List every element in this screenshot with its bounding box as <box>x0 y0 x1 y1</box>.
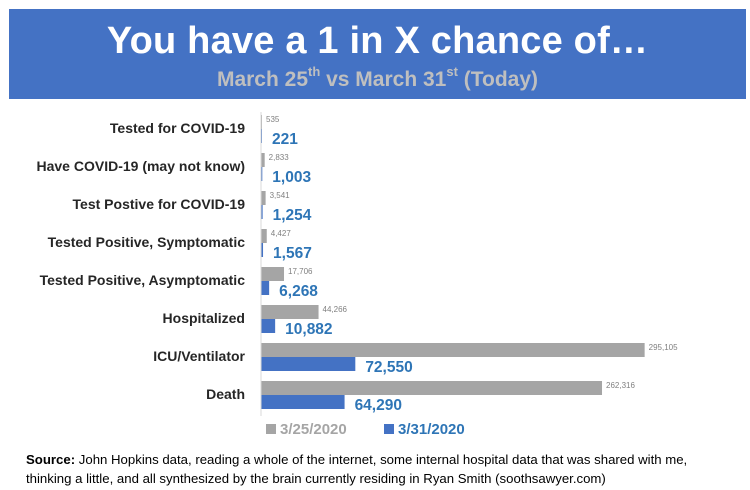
bar-3-31-test-postive-for-covid-19 <box>261 205 263 219</box>
category-label-test-postive-for-covid-19: Test Postive for COVID-19 <box>73 196 246 212</box>
category-label-tested-positive-asymptomatic: Tested Positive, Asymptomatic <box>40 272 246 288</box>
category-label-icu-ventilator: ICU/Ventilator <box>153 348 245 364</box>
data-label-3-25-tested-positive-symptomatic: 4,427 <box>271 229 292 238</box>
subtitle-date-a: March 25 <box>216 68 308 91</box>
bar-3-31-have-covid-19-may-not-know <box>261 167 263 181</box>
category-label-hospitalized: Hospitalized <box>163 310 245 326</box>
chart-title: You have a 1 in X chance of… <box>106 20 649 62</box>
title-banner: You have a 1 in X chance of… March 25th … <box>9 9 746 99</box>
bar-3-25-have-covid-19-may-not-know <box>261 153 265 167</box>
source-label: Source: <box>26 452 76 467</box>
data-label-3-25-icu-ventilator: 295,105 <box>649 343 678 352</box>
category-label-have-covid-19-may-not-know: Have COVID-19 (may not know) <box>37 158 246 174</box>
legend-label-3-31: 3/31/2020 <box>398 421 465 438</box>
data-label-3-31-icu-ventilator: 72,550 <box>365 359 412 376</box>
legend-swatch-3-25 <box>266 424 276 434</box>
legend-swatch-3-31 <box>384 424 394 434</box>
bar-3-25-icu-ventilator <box>261 343 645 357</box>
source-note: Source: John Hopkins data, reading a who… <box>26 450 736 488</box>
category-label-death: Death <box>206 386 245 402</box>
data-label-3-25-tested-for-covid-19: 535 <box>266 115 280 124</box>
source-text: John Hopkins data, reading a whole of th… <box>26 452 688 486</box>
subtitle-sup-b: st <box>446 64 458 79</box>
data-label-3-25-death: 262,316 <box>606 381 635 390</box>
category-label-tested-for-covid-19: Tested for COVID-19 <box>110 120 245 136</box>
bar-3-25-test-postive-for-covid-19 <box>261 191 266 205</box>
bar-3-25-tested-positive-asymptomatic <box>261 267 285 281</box>
data-label-3-31-death: 64,290 <box>355 397 402 414</box>
bar-3-31-hospitalized <box>261 319 276 333</box>
chart-subtitle: March 25th vs March 31st (Today) <box>9 64 746 93</box>
data-label-3-31-hospitalized: 10,882 <box>285 321 332 338</box>
legend-label-3-25: 3/25/2020 <box>280 421 347 438</box>
bar-3-25-tested-positive-symptomatic <box>261 229 267 243</box>
category-label-tested-positive-symptomatic: Tested Positive, Symptomatic <box>48 234 246 250</box>
bar-3-31-tested-positive-symptomatic <box>261 243 264 257</box>
subtitle-vs: vs March 31 <box>320 68 447 91</box>
bar-chart: Tested for COVID-19 535 221 Have COVID-19 (… <box>37 112 678 438</box>
subtitle-today: (Today) <box>457 68 539 91</box>
data-label-3-31-have-covid-19-may-not-know: 1,003 <box>272 169 311 186</box>
bar-3-25-hospitalized <box>261 305 319 319</box>
data-label-3-31-test-postive-for-covid-19: 1,254 <box>273 207 312 224</box>
data-label-3-25-have-covid-19-may-not-know: 2,833 <box>269 153 290 162</box>
data-label-3-31-tested-positive-asymptomatic: 6,268 <box>279 283 318 300</box>
data-label-3-25-hospitalized: 44,266 <box>323 305 348 314</box>
data-label-3-31-tested-for-covid-19: 221 <box>272 131 298 148</box>
bar-3-31-death <box>261 395 345 409</box>
bar-3-31-tested-positive-asymptomatic <box>261 281 270 295</box>
data-label-3-31-tested-positive-symptomatic: 1,567 <box>273 245 312 262</box>
data-label-3-25-tested-positive-asymptomatic: 17,706 <box>288 267 313 276</box>
data-label-3-25-test-postive-for-covid-19: 3,541 <box>270 191 291 200</box>
bar-3-31-icu-ventilator <box>261 357 356 371</box>
subtitle-sup-a: th <box>308 64 321 79</box>
bar-3-25-death <box>261 381 603 395</box>
